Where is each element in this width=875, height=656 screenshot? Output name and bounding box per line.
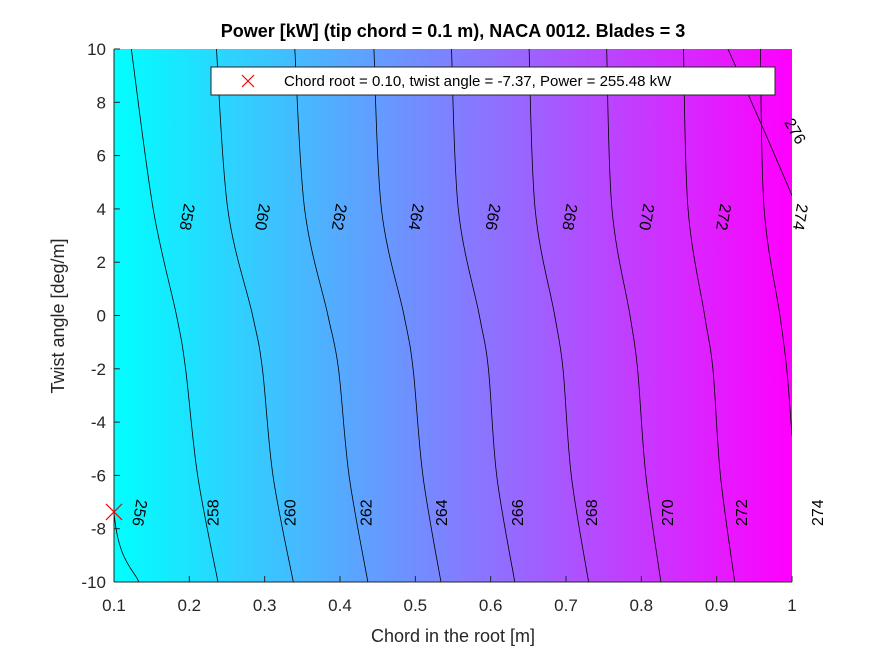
- y-tick-label: 8: [97, 93, 106, 112]
- y-ticks: -10 -8 -6 -4 -2 0 2 4 6 8 10: [81, 40, 120, 592]
- contour-line-258: [130, 49, 219, 582]
- contour-label-272: 272: [734, 499, 751, 526]
- contour-lines: [114, 49, 792, 582]
- legend: Chord root = 0.10, twist angle = -7.37, …: [210, 66, 776, 96]
- contour-line-256: [114, 278, 140, 582]
- y-tick-label: -2: [91, 360, 106, 379]
- contour-label-272: 272: [712, 202, 733, 231]
- y-tick-label: 10: [87, 40, 106, 59]
- x-tick-label: 0.6: [479, 596, 503, 615]
- y-tick-label: 6: [97, 147, 106, 166]
- y-tick-label: 2: [97, 253, 106, 272]
- contour-label-266: 266: [481, 202, 502, 231]
- x-tick-label: 0.5: [404, 596, 428, 615]
- contour-label-266: 266: [510, 499, 527, 526]
- x-tick-label: 0.4: [328, 596, 352, 615]
- contour-label-274: 274: [810, 499, 827, 526]
- contour-line-266: [451, 49, 516, 582]
- contour-label-268: 268: [584, 499, 601, 526]
- contour-line-276: [727, 49, 792, 196]
- x-tick-label: 0.7: [554, 596, 578, 615]
- x-tick-label: 0.9: [705, 596, 729, 615]
- optimum-marker-layer: [105, 503, 123, 521]
- plot-area: [114, 49, 792, 582]
- contour-line-262: [294, 49, 369, 582]
- y-tick-label: 4: [97, 200, 106, 219]
- x-tick-label: 0.1: [102, 596, 126, 615]
- legend-box: [210, 66, 776, 96]
- contour-label-264: 264: [405, 202, 426, 231]
- optimum-marker: [105, 503, 123, 521]
- chart-title: Power [kW] (tip chord = 0.1 m), NACA 001…: [221, 21, 685, 41]
- x-axis-label: Chord in the root [m]: [371, 626, 535, 646]
- y-tick-label: -8: [91, 520, 106, 539]
- contour-line-264: [373, 49, 442, 582]
- contour-label-262: 262: [328, 202, 349, 231]
- contour-label-262: 262: [359, 499, 376, 526]
- legend-text: Chord root = 0.10, twist angle = -7.37, …: [284, 73, 672, 90]
- x-tick-label: 0.3: [253, 596, 277, 615]
- contour-label-260: 260: [251, 202, 272, 231]
- legend-marker-icon: [241, 74, 255, 88]
- x-ticks: 0.1 0.2 0.3 0.4 0.5 0.6 0.7 0.8 0.9 1: [102, 576, 797, 615]
- contour-label-256: 256: [128, 498, 149, 527]
- contour-label-270: 270: [660, 499, 677, 526]
- contour-label-270: 270: [635, 202, 656, 231]
- contour-label-274: 274: [789, 202, 810, 231]
- contour-label-260: 260: [283, 499, 300, 526]
- x-tick-label: 1: [787, 596, 796, 615]
- y-tick-label: 0: [97, 307, 106, 326]
- contour-label-268: 268: [558, 202, 579, 231]
- contour-labels: 256 258 260 262 264 266 268 270 272 274 258 260 262 2…: [128, 116, 827, 528]
- contour-label-258: 258: [176, 202, 197, 231]
- x-tick-label: 0.8: [630, 596, 654, 615]
- y-tick-label: -6: [91, 466, 106, 485]
- contour-line-274: [759, 49, 792, 436]
- y-tick-label: -4: [91, 413, 106, 432]
- contour-label-258: 258: [206, 499, 223, 526]
- y-axis-label: Twist angle [deg/m]: [48, 238, 68, 393]
- contour-line-268: [528, 49, 589, 582]
- contour-line-260: [216, 49, 294, 582]
- contour-line-272: [683, 49, 736, 582]
- y-tick-label: -10: [81, 573, 106, 592]
- contour-label-264: 264: [434, 499, 451, 526]
- x-tick-label: 0.2: [178, 596, 202, 615]
- contour-line-270: [606, 49, 662, 582]
